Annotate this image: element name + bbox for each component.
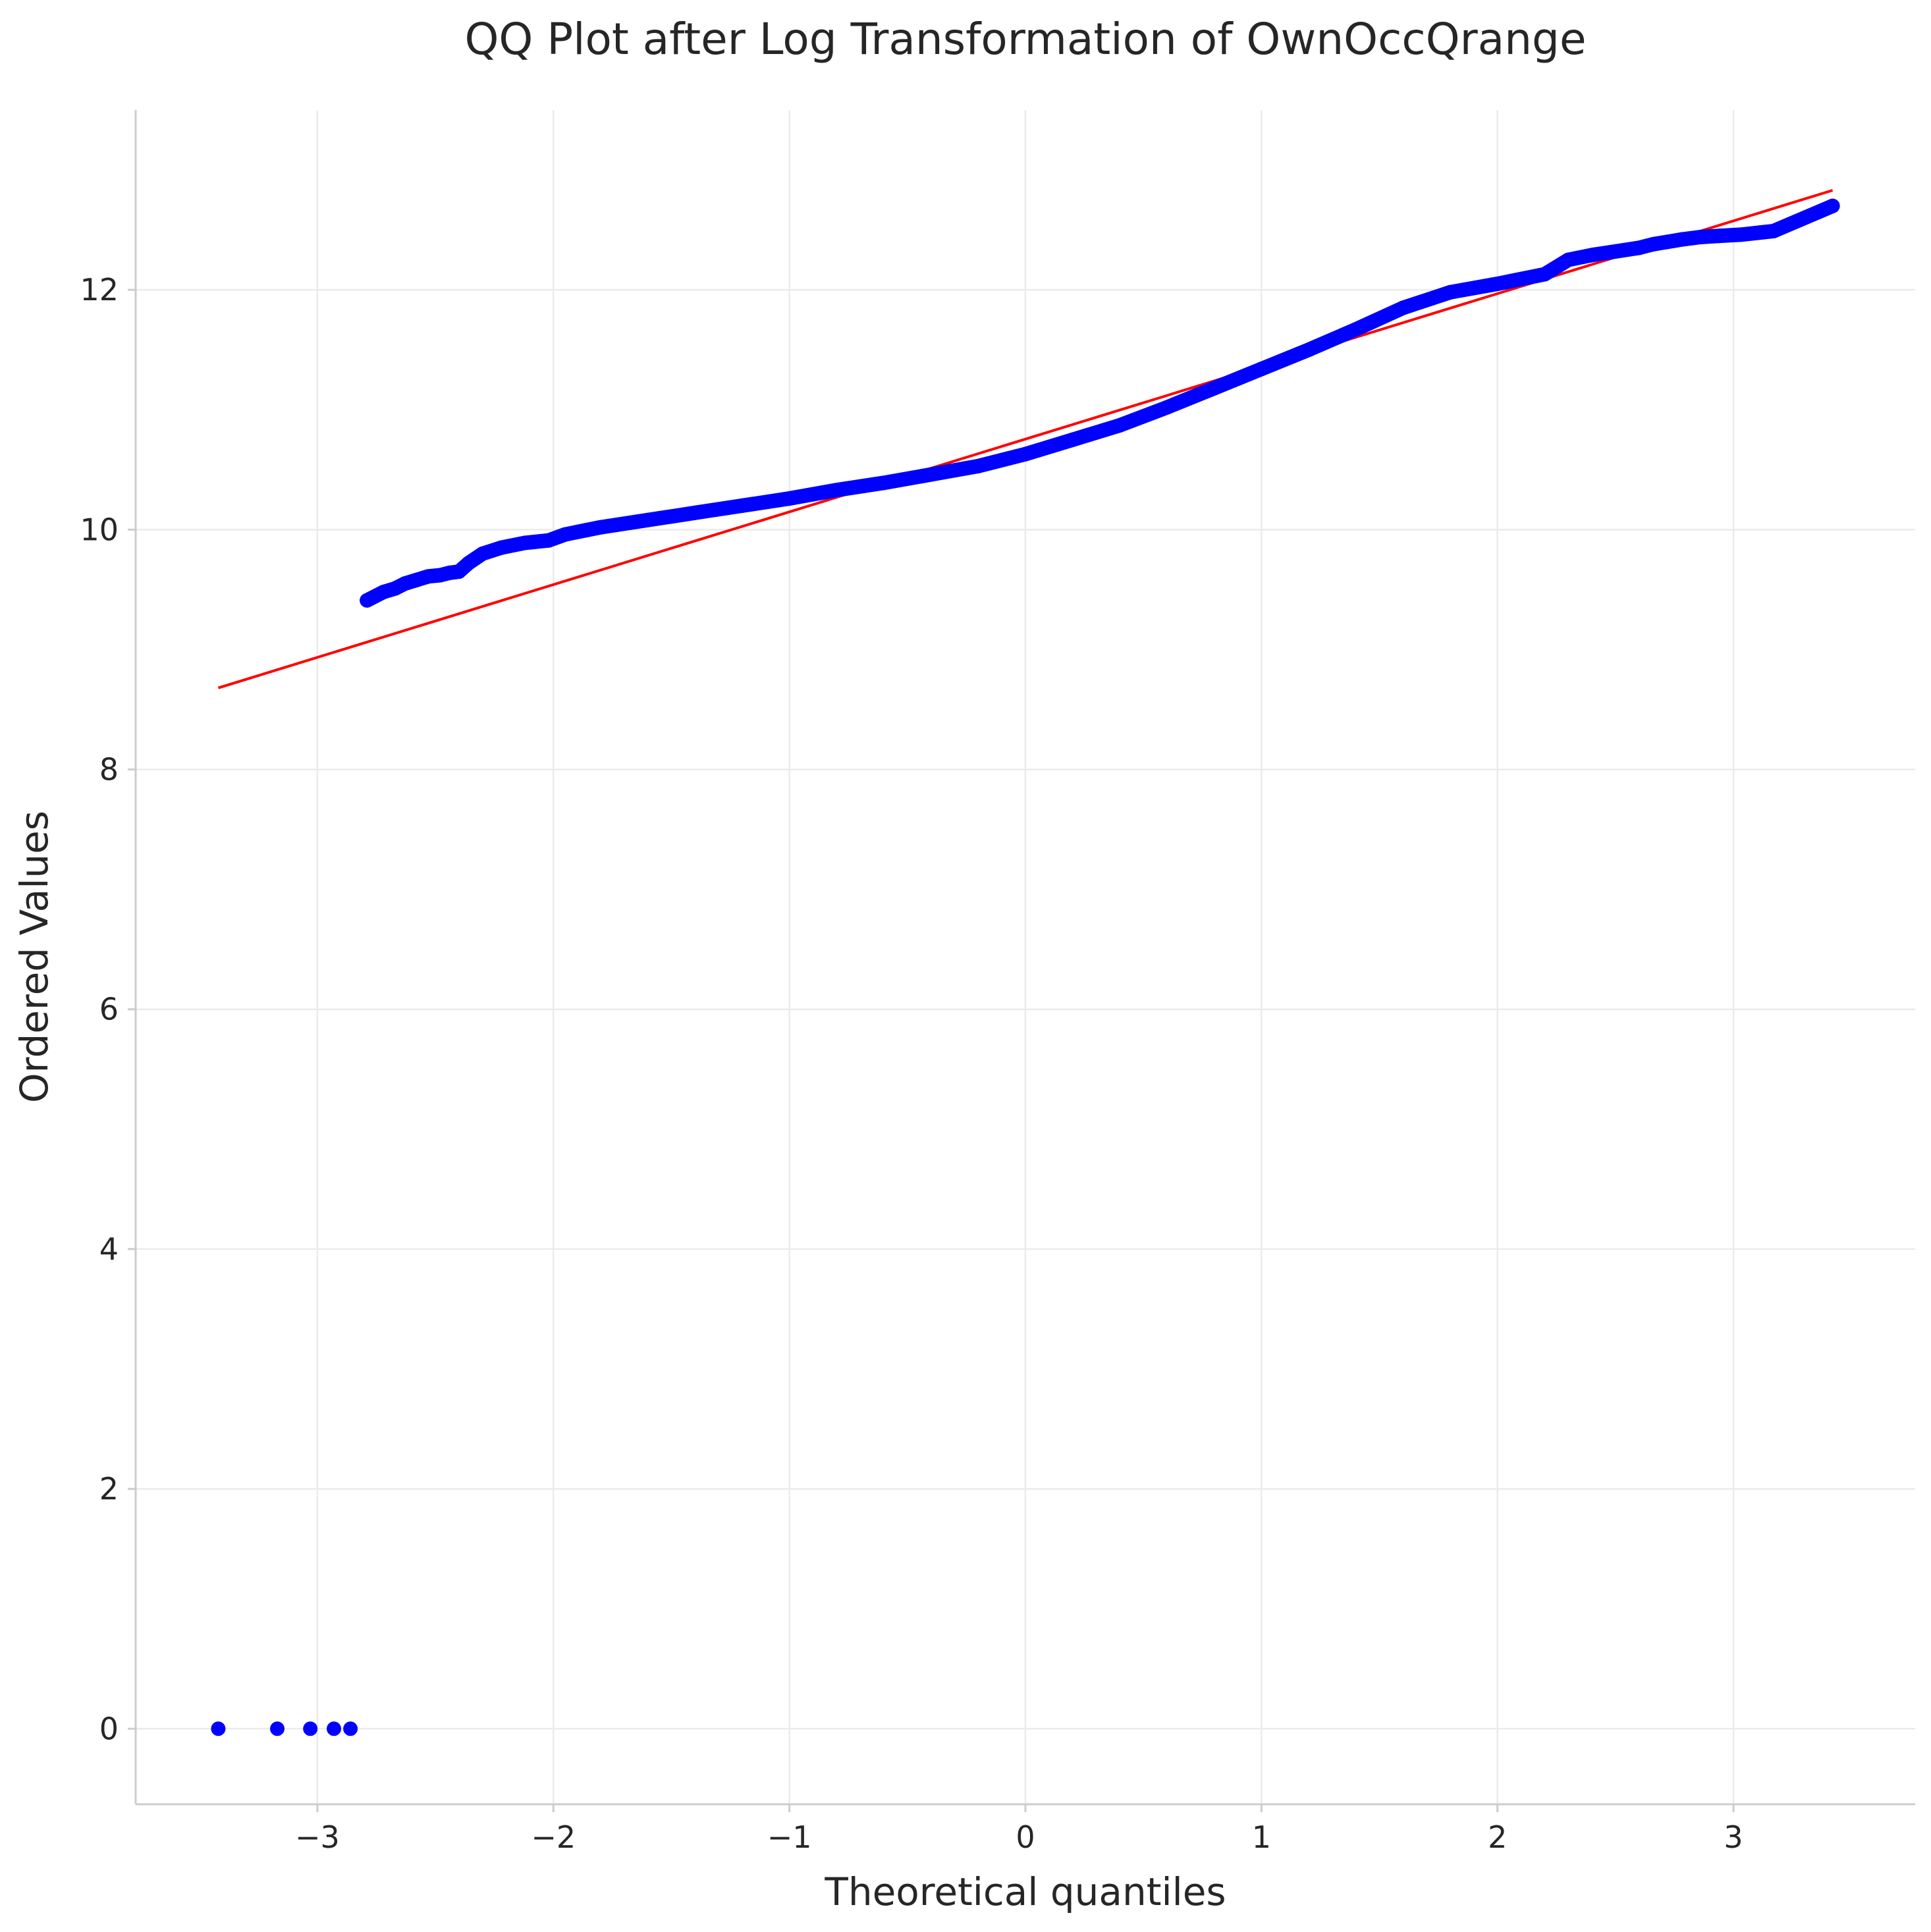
data-point xyxy=(360,593,375,608)
x-tick-label: −1 xyxy=(767,1819,812,1855)
data-point xyxy=(397,576,412,591)
fit-line-layer xyxy=(217,189,1834,689)
data-point xyxy=(1608,244,1623,259)
y-tick-label: 4 xyxy=(99,1231,119,1267)
y-tick-label: 8 xyxy=(99,752,119,788)
data-point xyxy=(876,475,891,491)
data-point xyxy=(1660,234,1675,250)
data-point xyxy=(451,564,466,579)
x-tick-label: 1 xyxy=(1252,1819,1271,1855)
data-point xyxy=(421,569,436,584)
x-tick-label: −2 xyxy=(531,1819,576,1855)
fit-line xyxy=(217,189,1834,689)
data-point xyxy=(461,556,476,571)
data-point xyxy=(1160,400,1175,415)
data-point xyxy=(494,540,509,555)
data-point xyxy=(734,498,749,513)
x-axis-label: Theoretical quantiles xyxy=(824,1869,1226,1914)
data-point xyxy=(409,572,424,587)
y-tick-label: 2 xyxy=(99,1471,119,1507)
data-point xyxy=(1396,300,1411,315)
data-point xyxy=(558,527,573,542)
data-point xyxy=(640,512,655,527)
x-tick-label: 3 xyxy=(1724,1819,1743,1855)
data-point xyxy=(1018,446,1033,462)
y-tick-label: 12 xyxy=(80,272,119,308)
data-point xyxy=(343,1721,358,1736)
data-point xyxy=(1301,342,1317,358)
x-tick-label: −3 xyxy=(295,1819,340,1855)
data-point xyxy=(1348,322,1363,337)
data-point xyxy=(270,1721,285,1736)
chart-title: QQ Plot after Log Transformation of OwnO… xyxy=(464,14,1586,65)
data-point xyxy=(1733,227,1748,242)
data-point xyxy=(1207,381,1222,396)
y-tick-label: 6 xyxy=(99,992,119,1027)
data-point xyxy=(829,483,844,498)
data-point xyxy=(1112,417,1128,433)
y-axis-label: Ordered Values xyxy=(12,811,57,1103)
data-point xyxy=(211,1721,226,1736)
y-tick-label: 0 xyxy=(99,1711,119,1746)
data-point xyxy=(1674,232,1689,247)
data-point xyxy=(593,520,608,535)
data-point xyxy=(923,467,938,482)
data-point xyxy=(1825,198,1840,213)
data-point xyxy=(518,535,533,550)
data-point xyxy=(1065,432,1080,447)
data-point xyxy=(1537,267,1552,282)
data-point xyxy=(327,1721,342,1736)
data-point xyxy=(1766,223,1781,238)
data-point xyxy=(376,585,391,600)
data-point xyxy=(1561,252,1576,267)
y-tick-label: 10 xyxy=(80,512,119,547)
data-point xyxy=(782,491,797,506)
grid-lines xyxy=(136,110,1915,1804)
data-point xyxy=(688,505,703,520)
data-point xyxy=(1443,284,1458,300)
data-point xyxy=(1712,228,1727,244)
data-point xyxy=(475,546,490,561)
data-point xyxy=(303,1721,318,1736)
x-tick-label: 0 xyxy=(1016,1819,1035,1855)
data-points-layer xyxy=(211,198,1840,1736)
data-point xyxy=(1254,362,1269,377)
data-points-band xyxy=(360,198,1840,608)
data-point xyxy=(1646,236,1661,252)
data-point xyxy=(971,458,986,473)
data-point xyxy=(1631,240,1646,255)
data-point xyxy=(1585,248,1600,263)
data-point xyxy=(1693,230,1708,245)
data-point xyxy=(541,533,557,548)
data-point xyxy=(1490,277,1505,292)
x-tick-label: 2 xyxy=(1488,1819,1507,1855)
